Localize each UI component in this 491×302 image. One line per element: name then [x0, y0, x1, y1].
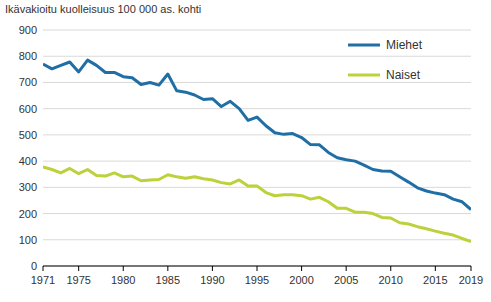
x-tick: [390, 266, 391, 271]
y-label: Ikävakioitu kuolleisuus 100 000 as. koht…: [5, 3, 201, 15]
series-line: [43, 167, 471, 242]
y-tick-label: 500: [19, 129, 37, 141]
x-tick: [123, 266, 124, 271]
x-tick: [435, 266, 436, 271]
legend-swatch: [348, 44, 380, 47]
y-tick-label: 400: [19, 155, 37, 167]
legend-swatch: [348, 74, 380, 77]
plot-lines: [43, 60, 471, 241]
y-tick-label: 800: [19, 50, 37, 62]
legend-label: Naiset: [386, 68, 421, 82]
y-tick-label: 100: [19, 234, 37, 246]
chart: Ikävakioitu kuolleisuus 100 000 as. koht…: [0, 0, 491, 302]
grid-line: [43, 239, 471, 240]
y-tick-label: 900: [19, 24, 37, 36]
x-tick-label: 2000: [289, 274, 313, 286]
y-tick-label: 300: [19, 181, 37, 193]
y-tick-label: 600: [19, 103, 37, 115]
x-tick-label: 1985: [156, 274, 180, 286]
y-tick-label: 0: [31, 260, 37, 272]
x-tick: [301, 266, 302, 271]
x-tick-label: 1980: [111, 274, 135, 286]
x-tick-label: 1995: [245, 274, 269, 286]
x-tick-label: 1971: [31, 274, 55, 286]
grid-line: [43, 82, 471, 83]
grid-line: [43, 161, 471, 162]
grid-line: [43, 56, 471, 57]
grid-line: [43, 134, 471, 135]
x-tick: [212, 266, 213, 271]
x-tick-label: 2005: [334, 274, 358, 286]
y-tick-label: 700: [19, 76, 37, 88]
x-tick: [167, 266, 168, 271]
grid-line: [43, 108, 471, 109]
grid-line: [43, 30, 471, 31]
grid-line: [43, 213, 471, 214]
x-tick-label: 1975: [66, 274, 90, 286]
x-tick: [471, 266, 472, 271]
x-tick-label: 2019: [459, 274, 483, 286]
y-tick-label: 200: [19, 208, 37, 220]
x-tick: [257, 266, 258, 271]
x-tick-label: 1990: [200, 274, 224, 286]
x-tick: [78, 266, 79, 271]
x-tick: [43, 266, 44, 271]
x-tick: [346, 266, 347, 271]
x-tick-label: 2010: [379, 274, 403, 286]
legend-label: Miehet: [386, 38, 423, 52]
x-tick-label: 2015: [423, 274, 447, 286]
